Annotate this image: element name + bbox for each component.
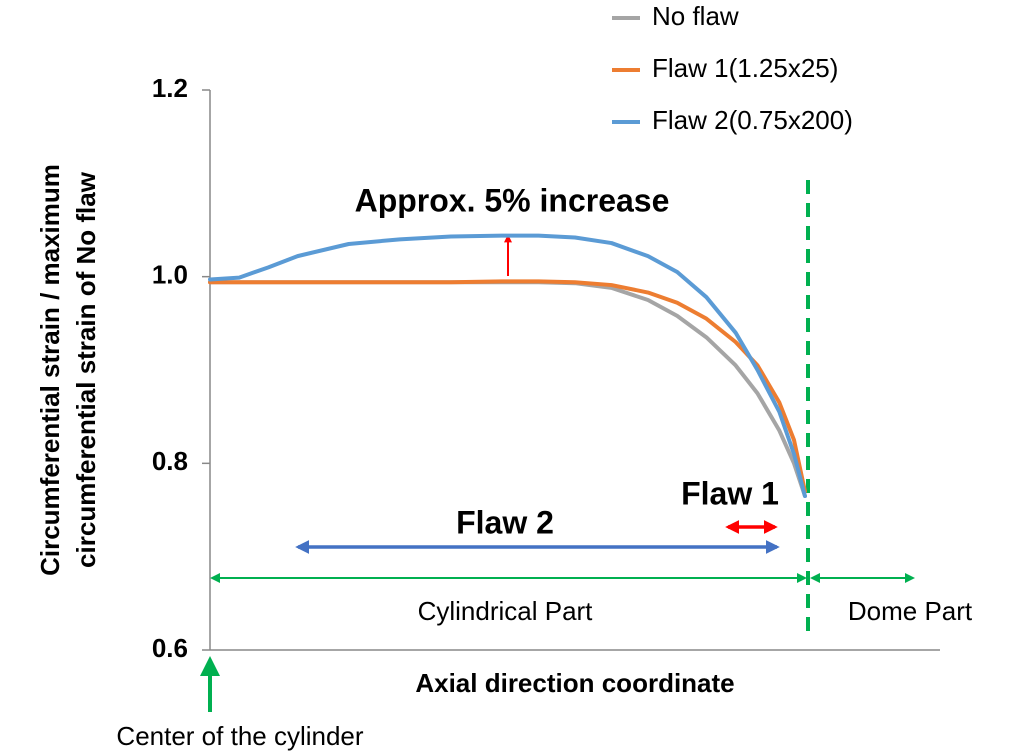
series-line (208, 280, 807, 498)
x-axis-label: Axial direction coordinate (415, 668, 734, 698)
annotation: Center of the cylinder (116, 721, 363, 751)
y-tick-label: 1.2 (152, 73, 188, 103)
axes (209, 90, 940, 651)
legend-label: Flaw 1(1.25x25) (652, 53, 838, 83)
y-tick-label: 0.6 (152, 633, 188, 663)
y-tick-label: 1.0 (152, 260, 188, 290)
legend-label: Flaw 2(0.75x200) (652, 105, 853, 135)
annotation: Approx. 5% increase (355, 182, 670, 218)
annotation: Flaw 1 (681, 475, 779, 511)
series-line (208, 233, 807, 498)
y-tick-label: 0.8 (152, 446, 188, 476)
annotation: Cylindrical Part (418, 596, 594, 626)
annotation: Dome Part (848, 596, 973, 626)
annotation: Flaw 2 (456, 504, 554, 540)
legend-label: No flaw (652, 1, 739, 31)
y-axis-label: circumferential strain of No flaw (71, 171, 101, 568)
series-line (208, 279, 807, 494)
y-axis-label: Circumferential strain / maximum (35, 164, 65, 576)
